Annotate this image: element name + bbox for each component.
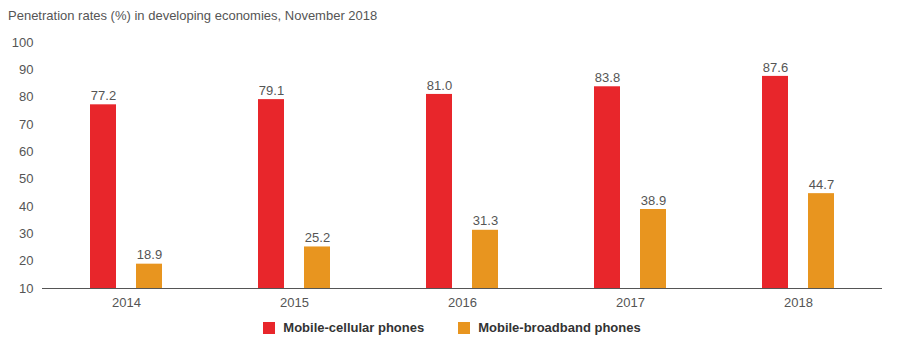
svg-text:2018: 2018 (784, 295, 813, 310)
svg-text:40: 40 (19, 199, 33, 214)
svg-text:25.2: 25.2 (305, 230, 330, 245)
svg-text:38.9: 38.9 (641, 193, 666, 208)
svg-text:77.2: 77.2 (91, 88, 116, 103)
svg-text:79.1: 79.1 (259, 83, 284, 98)
svg-text:2015: 2015 (280, 295, 309, 310)
svg-text:2016: 2016 (448, 295, 477, 310)
svg-text:20: 20 (19, 253, 33, 268)
svg-text:100: 100 (12, 35, 34, 50)
svg-text:60: 60 (19, 144, 33, 159)
html-text:Mobile-cellular phones: Mobile-cellular phones (283, 320, 425, 335)
svg-text:2017: 2017 (616, 295, 645, 310)
svg-text:81.0: 81.0 (427, 78, 452, 93)
html-text:Penetration rates (%) in devel: Penetration rates (%) in developing econ… (8, 8, 378, 23)
svg-text:87.6: 87.6 (763, 60, 788, 75)
svg-text:18.9: 18.9 (137, 247, 162, 262)
svg-text:30: 30 (19, 226, 33, 241)
svg-text:2014: 2014 (112, 295, 141, 310)
svg-text:80: 80 (19, 89, 33, 104)
svg-text:50: 50 (19, 171, 33, 186)
svg-text:83.8: 83.8 (595, 70, 620, 85)
svg-text:90: 90 (19, 62, 33, 77)
svg-text:31.3: 31.3 (473, 213, 498, 228)
html-text:Mobile-broadband phones: Mobile-broadband phones (478, 320, 641, 335)
svg-text:10: 10 (19, 281, 33, 296)
svg-text:70: 70 (19, 117, 33, 132)
svg-text:44.7: 44.7 (809, 177, 834, 192)
